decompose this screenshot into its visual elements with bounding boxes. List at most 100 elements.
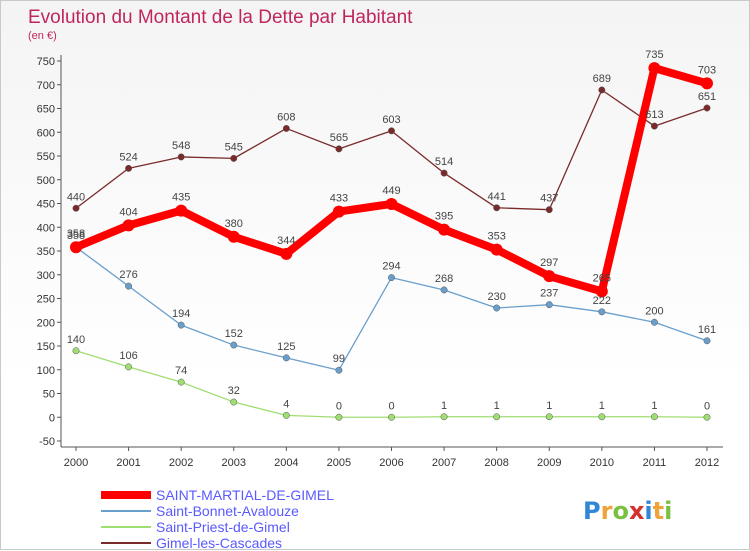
data-label: 74 <box>175 365 187 377</box>
data-label: 297 <box>540 257 558 269</box>
data-label: 514 <box>435 156 453 168</box>
series-line-0 <box>72 64 711 296</box>
data-point <box>280 247 293 260</box>
y-tick-label: 250 <box>37 294 55 306</box>
y-tick-label: 350 <box>37 246 55 258</box>
data-point <box>598 308 606 316</box>
legend-label: Gimel-les-Cascades <box>156 535 282 551</box>
data-point <box>545 206 553 214</box>
y-tick-label: 300 <box>37 270 55 282</box>
x-tick-label: 2005 <box>327 457 351 469</box>
data-point <box>595 285 608 298</box>
y-tick-label: 700 <box>37 80 55 92</box>
series-layer <box>70 62 713 421</box>
data-label: 99 <box>333 353 345 365</box>
data-point <box>598 86 606 94</box>
y-tick-label: 150 <box>37 341 55 353</box>
data-label: 344 <box>277 235 295 247</box>
data-label: 230 <box>487 291 505 303</box>
data-label: 276 <box>119 269 137 281</box>
data-label: 437 <box>540 193 558 205</box>
data-label: 32 <box>228 385 240 397</box>
legend-label: SAINT-MARTIAL-DE-GIMEL <box>156 487 334 503</box>
data-label: 603 <box>382 114 400 126</box>
data-label: 404 <box>119 206 137 218</box>
data-point <box>230 341 238 349</box>
x-tick-label: 2012 <box>695 457 719 469</box>
data-point <box>440 413 448 421</box>
y-tick-label: -50 <box>39 436 55 448</box>
data-point <box>493 304 501 312</box>
data-point <box>227 230 240 243</box>
data-label: 435 <box>172 192 190 204</box>
data-point <box>650 122 658 130</box>
data-label: 1 <box>441 400 447 412</box>
axes: -500501001502002503003504004505005506006… <box>37 55 723 469</box>
data-label: 0 <box>704 400 710 412</box>
legend: SAINT-MARTIAL-DE-GIMELSaint-Bonnet-Avalo… <box>101 487 334 551</box>
data-label: 0 <box>388 400 394 412</box>
data-point <box>125 164 133 172</box>
x-tick-label: 2000 <box>64 457 88 469</box>
data-point <box>490 243 503 256</box>
x-tick-label: 2004 <box>274 457 298 469</box>
x-tick-label: 2006 <box>379 457 403 469</box>
legend-label: Saint-Priest-de-Gimel <box>156 519 290 535</box>
data-point <box>175 204 188 217</box>
data-point <box>177 321 185 329</box>
chart-subtitle: (en €) <box>28 30 57 42</box>
data-label: 294 <box>382 261 400 273</box>
data-label: 380 <box>225 218 243 230</box>
x-tick-label: 2002 <box>169 457 193 469</box>
data-point <box>122 219 135 232</box>
data-label: 1 <box>546 400 552 412</box>
data-label: 395 <box>435 211 453 223</box>
y-tick-label: 200 <box>37 317 55 329</box>
data-label: 524 <box>119 151 137 163</box>
y-tick-label: 400 <box>37 222 55 234</box>
data-point <box>543 270 556 283</box>
data-point <box>332 205 345 218</box>
data-point <box>72 204 80 212</box>
data-label: 140 <box>67 334 85 346</box>
data-point <box>335 366 343 374</box>
data-point <box>385 197 398 210</box>
logo-text: Proxiti <box>583 497 672 525</box>
data-label: 0 <box>336 400 342 412</box>
data-point <box>125 363 133 371</box>
data-label: 440 <box>67 191 85 203</box>
data-label: 613 <box>645 109 663 121</box>
data-label: 152 <box>225 328 243 340</box>
data-label: 222 <box>593 295 611 307</box>
y-tick-label: 50 <box>43 389 55 401</box>
data-label: 565 <box>330 132 348 144</box>
x-tick-label: 2001 <box>116 457 140 469</box>
data-point <box>440 169 448 177</box>
data-point <box>230 154 238 162</box>
data-label: 125 <box>277 341 295 353</box>
data-label: 268 <box>435 273 453 285</box>
data-label: 441 <box>487 191 505 203</box>
data-label: 689 <box>593 73 611 85</box>
x-tick-label: 2010 <box>590 457 614 469</box>
data-point <box>648 62 661 75</box>
x-tick-label: 2007 <box>432 457 456 469</box>
data-point <box>598 413 606 421</box>
y-tick-label: 100 <box>37 365 55 377</box>
data-point <box>388 274 395 282</box>
proxiti-logo: Proxiti <box>583 497 672 525</box>
data-label: 608 <box>277 111 295 123</box>
data-label: 449 <box>382 185 400 197</box>
data-label: 548 <box>172 140 190 152</box>
data-label: 194 <box>172 308 190 320</box>
data-label: 735 <box>645 49 663 61</box>
legend-label: Saint-Bonnet-Avalouze <box>156 503 299 519</box>
y-tick-label: 650 <box>37 104 55 116</box>
y-tick-label: 750 <box>37 56 55 68</box>
data-point <box>703 104 711 112</box>
y-tick-label: 500 <box>37 175 55 187</box>
data-label: 651 <box>698 91 716 103</box>
data-label: 545 <box>225 141 243 153</box>
